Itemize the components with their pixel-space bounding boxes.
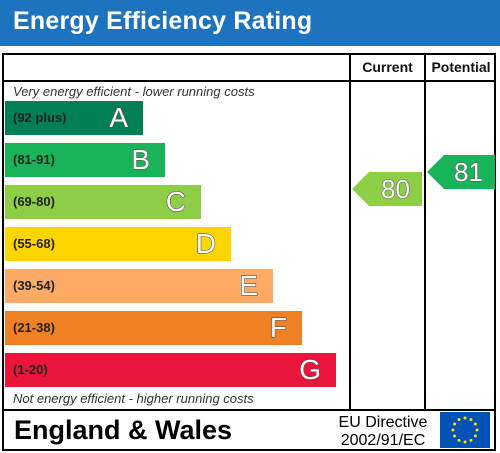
band-letter: E [239,269,259,301]
current-column-header: Current [362,59,413,75]
band-c: (69-80) C [5,185,201,219]
band-a: (92 plus) A [5,101,143,135]
header-bar: Energy Efficiency Rating [0,0,500,46]
band-letter: G [299,353,322,385]
band-range: (39-54) [13,278,55,293]
eu-star-icon [469,418,473,422]
band-b: (81-91) B [5,143,165,177]
current-column-divider [349,53,351,411]
band-range: (21-38) [13,320,55,335]
directive-line-2: 2002/91/EC [340,432,426,449]
band-letter: A [109,101,129,133]
eu-star-icon [453,422,457,426]
footer-divider [2,409,496,411]
eu-star-icon [469,438,473,442]
current-arrow-shape [352,172,422,206]
footer-left-border [2,409,4,451]
band-e: (39-54) E [5,269,273,303]
footer-country: England & Wales [14,415,233,445]
band-letter: C [165,185,186,217]
band-range: (92 plus) [13,110,67,125]
footer-directive: EU Directive 2002/91/EC [331,414,435,450]
band-range: (55-68) [13,236,55,251]
band-range: (1-20) [13,362,48,377]
header-row-divider [2,80,496,82]
top-caption: Very energy efficient - lower running co… [13,84,255,99]
band-d: (55-68) D [5,227,231,261]
eu-star-icon [463,440,467,444]
band-letter: D [195,227,216,259]
eu-star-icon [457,418,461,422]
band-range: (81-91) [13,152,55,167]
band-letter: F [269,311,287,343]
eu-star-icon [451,428,455,432]
eu-star-icon [453,434,457,438]
directive-line-1: EU Directive [338,414,428,431]
potential-column-header: Potential [431,59,491,75]
footer-right-border [494,409,496,451]
potential-column-divider [424,53,426,411]
band-f: (21-38) F [5,311,302,345]
eu-star-icon [473,434,477,438]
current-rating-value: 80 [381,174,411,205]
potential-rating-arrow: 81 [427,155,495,189]
eu-star-icon [473,422,477,426]
potential-rating-value: 81 [454,157,484,188]
band-letter: B [131,143,151,175]
bottom-caption: Not energy efficient - higher running co… [13,391,254,406]
band-range: (69-80) [13,194,55,209]
eu-star-icon [475,428,479,432]
potential-arrow-shape [427,155,495,189]
band-g: (1-20) G [5,353,336,387]
eu-flag-icon [440,412,490,448]
eu-star-icon [457,438,461,442]
current-rating-arrow: 80 [352,172,422,206]
eu-star-icon [463,416,467,420]
footer-bottom-border [2,449,496,451]
page-title: Energy Efficiency Rating [13,7,313,35]
